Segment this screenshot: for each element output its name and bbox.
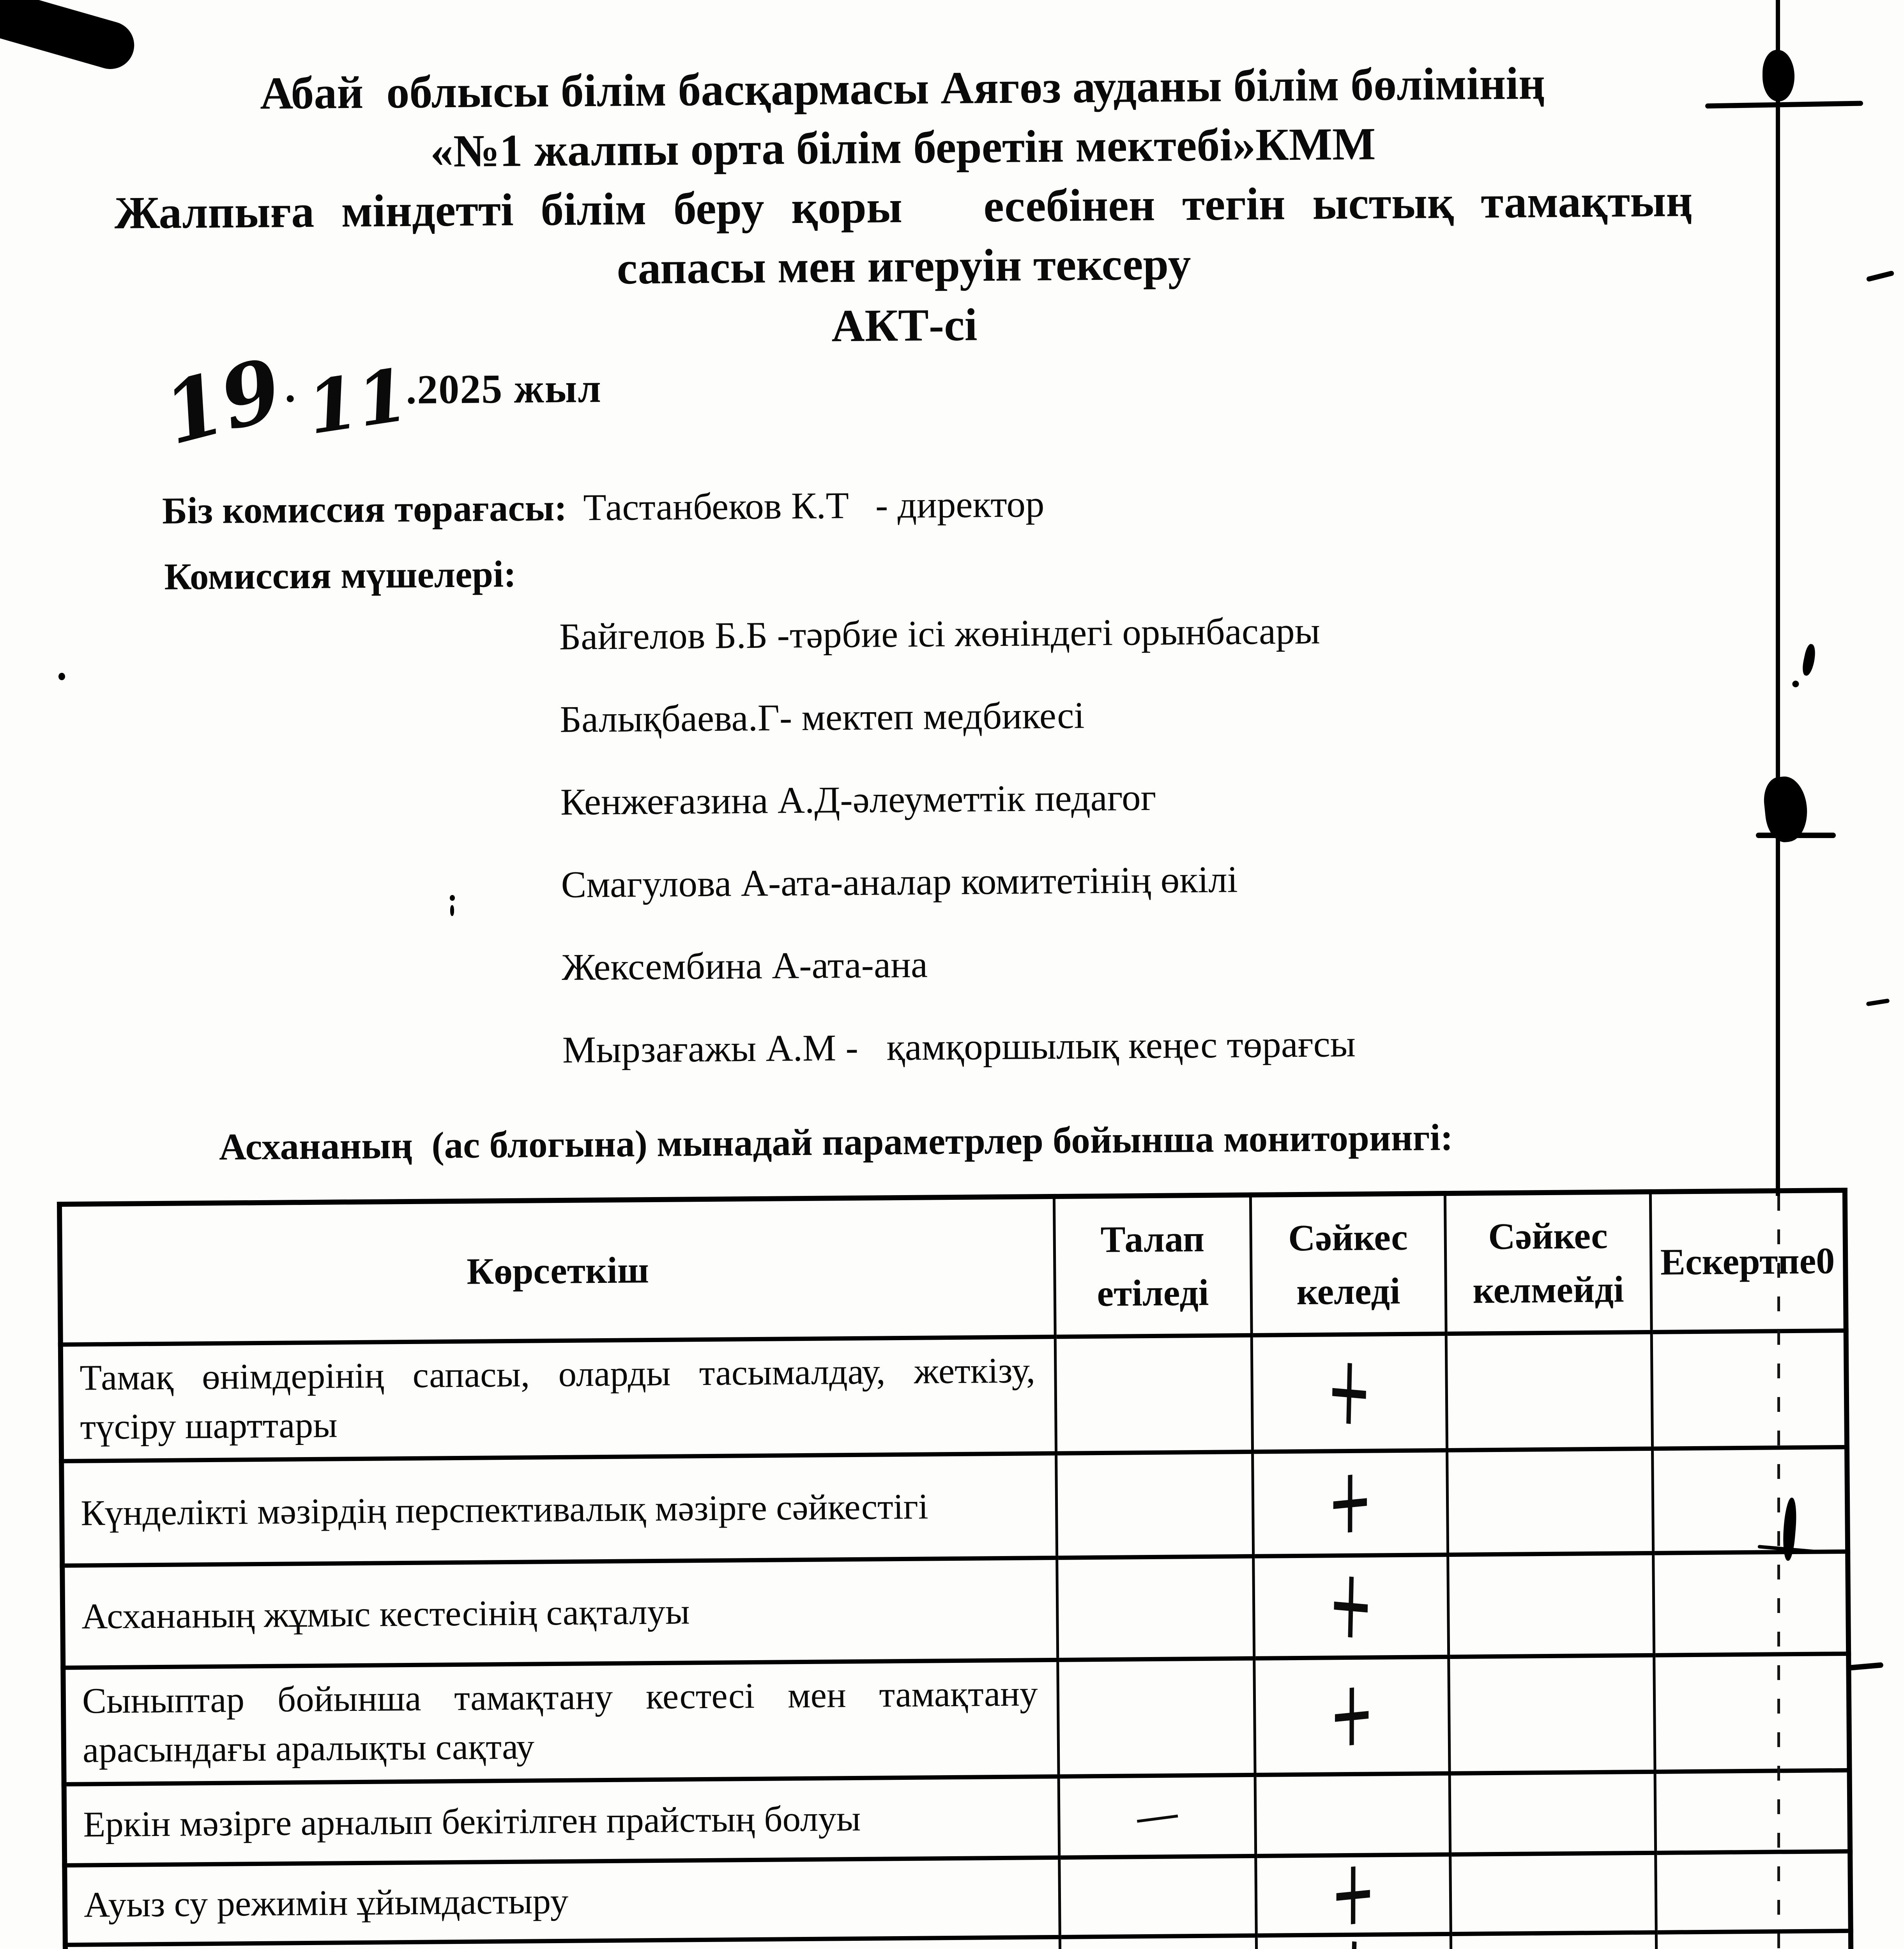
monitoring-table: Көрсеткіш Талап етіледі Сәйкес келеді Сә… — [57, 1187, 1858, 1949]
indicator-cell: Күнделікті мәзірдің перспективалық мәзір… — [61, 1453, 1057, 1566]
required-cell — [1056, 1452, 1253, 1558]
chair-label: Біз комиссия төрағасы: — [162, 486, 567, 532]
complies-cell: + — [1254, 1657, 1450, 1775]
handwritten-plus-mark: + — [1327, 1546, 1375, 1662]
indicator-cell: Асхананың жұмыс кестесінің сақталуы — [62, 1558, 1058, 1668]
complies-cell: + — [1256, 1910, 1451, 1949]
member-item: Смагулова А-ата-аналар комитетінің өкілі — [561, 858, 1238, 906]
date-year-label: .2025 жыл — [406, 365, 602, 412]
required-cell: — — [1058, 1775, 1256, 1858]
not-complies-cell — [1448, 1655, 1655, 1774]
chair-name: Тастанбеков К.Т — [583, 485, 849, 529]
indicator-cell: Сыныптар бойынша тамақтану кестесі мен т… — [63, 1660, 1059, 1785]
complies-cell: + — [1253, 1546, 1449, 1662]
not-complies-cell — [1451, 1932, 1657, 1949]
commission-chair-line: Біз комиссия төрағасы: Тастанбеков К.Т - д… — [162, 481, 1045, 534]
members-label: Комиссия мүшелері: — [164, 553, 516, 598]
required-cell — [1057, 1556, 1254, 1660]
scan-fold-line — [1776, 0, 1780, 1196]
note-cell — [1651, 1330, 1847, 1449]
handwritten-plus-mark: + — [1329, 1657, 1375, 1769]
ink-cross-mark — [1756, 833, 1836, 838]
chair-role: - директор — [875, 483, 1045, 526]
note-cell — [1653, 1551, 1849, 1655]
stray-dot-mark — [58, 673, 65, 680]
members-list: Байгелов Б.Б -тәрбие ісі жөніндегі орынб… — [559, 586, 1732, 1091]
monitoring-heading: Асхананың (ас блогына) мынадай параметрл… — [219, 1116, 1453, 1168]
document-date: 19 . 11 .2025 жыл — [154, 339, 602, 464]
ink-knot-artifact — [1763, 50, 1794, 101]
note-cell — [1655, 1770, 1850, 1853]
complies-cell: + — [1251, 1332, 1447, 1452]
indicator-cell: Ауыз су режимін ұйымдастыру — [64, 1857, 1060, 1945]
table-row: Сыныптар бойынша тамақтану кестесі мен т… — [63, 1654, 1850, 1785]
document-title: Абай облысы білім басқармасы Аягөз аудан… — [53, 52, 1754, 362]
handwritten-day: 19 — [154, 339, 292, 464]
handwritten-plus-mark: + — [1330, 1910, 1377, 1949]
table-row: Асхананың жұмыс кестесінің сақталуы + — [62, 1546, 1849, 1668]
col-header-note: Ескертпе0 — [1650, 1190, 1846, 1332]
indicator-cell: Тамақ өнімдерінің сапасы, оларды тасымал… — [60, 1337, 1056, 1461]
required-cell — [1059, 1935, 1257, 1949]
member-item: Жексембина А-ата-ана — [561, 943, 928, 988]
col-header-indicator: Көрсеткіш — [59, 1196, 1055, 1345]
required-cell — [1059, 1856, 1256, 1937]
not-complies-cell — [1446, 1332, 1653, 1450]
not-complies-cell — [1447, 1448, 1653, 1555]
table-row: Тамақ өнімдерінің сапасы, оларды тасымал… — [60, 1330, 1847, 1461]
not-complies-cell — [1448, 1553, 1654, 1657]
note-cell — [1655, 1851, 1851, 1933]
scan-fold-dashed-line — [1777, 1196, 1780, 1949]
not-complies-cell — [1449, 1772, 1656, 1855]
col-header-required: Талап етіледі — [1054, 1195, 1252, 1337]
handwritten-plus-mark: + — [1325, 1332, 1373, 1449]
required-cell — [1057, 1658, 1255, 1777]
table-header-row: Көрсеткіш Талап етіледі Сәйкес келеді Сә… — [59, 1190, 1846, 1345]
member-item: Мырзағажы А.М - қамқоршылық кеңес төрағс… — [562, 1022, 1356, 1071]
not-complies-cell — [1450, 1853, 1656, 1934]
note-cell — [1654, 1654, 1850, 1772]
member-item: Балықбаева.Г- мектеп медбикесі — [559, 694, 1085, 740]
indicator-cell: Еркін мәзірге арналып бекітілген прайсты… — [64, 1776, 1059, 1866]
member-item: Кенжеғазина А.Д-әлеуметтік педагог — [560, 776, 1156, 823]
handwritten-plus-mark: + — [1327, 1445, 1373, 1556]
stray-semicolon-mark — [450, 895, 455, 916]
member-item: Байгелов Б.Б -тәрбие ісі жөніндегі орынб… — [559, 610, 1321, 658]
handwritten-dash-mark: — — [1134, 1790, 1180, 1839]
complies-cell: + — [1252, 1445, 1448, 1556]
table-row: Ауыз су режимін ұйымдастыру + — [64, 1837, 1851, 1948]
col-header-complies: Сәйкес келеді — [1250, 1193, 1446, 1335]
required-cell — [1055, 1335, 1253, 1454]
note-cell — [1652, 1447, 1848, 1553]
table-row: Еркін мәзірге арналып бекітілген прайсты… — [64, 1770, 1850, 1866]
note-cell — [1656, 1931, 1851, 1949]
col-header-not-complies: Сәйкес келмейді — [1445, 1192, 1651, 1334]
table-row: Күнделікті мәзірдің перспективалық мәзір… — [61, 1445, 1848, 1566]
handwritten-month: 11 — [301, 352, 414, 451]
